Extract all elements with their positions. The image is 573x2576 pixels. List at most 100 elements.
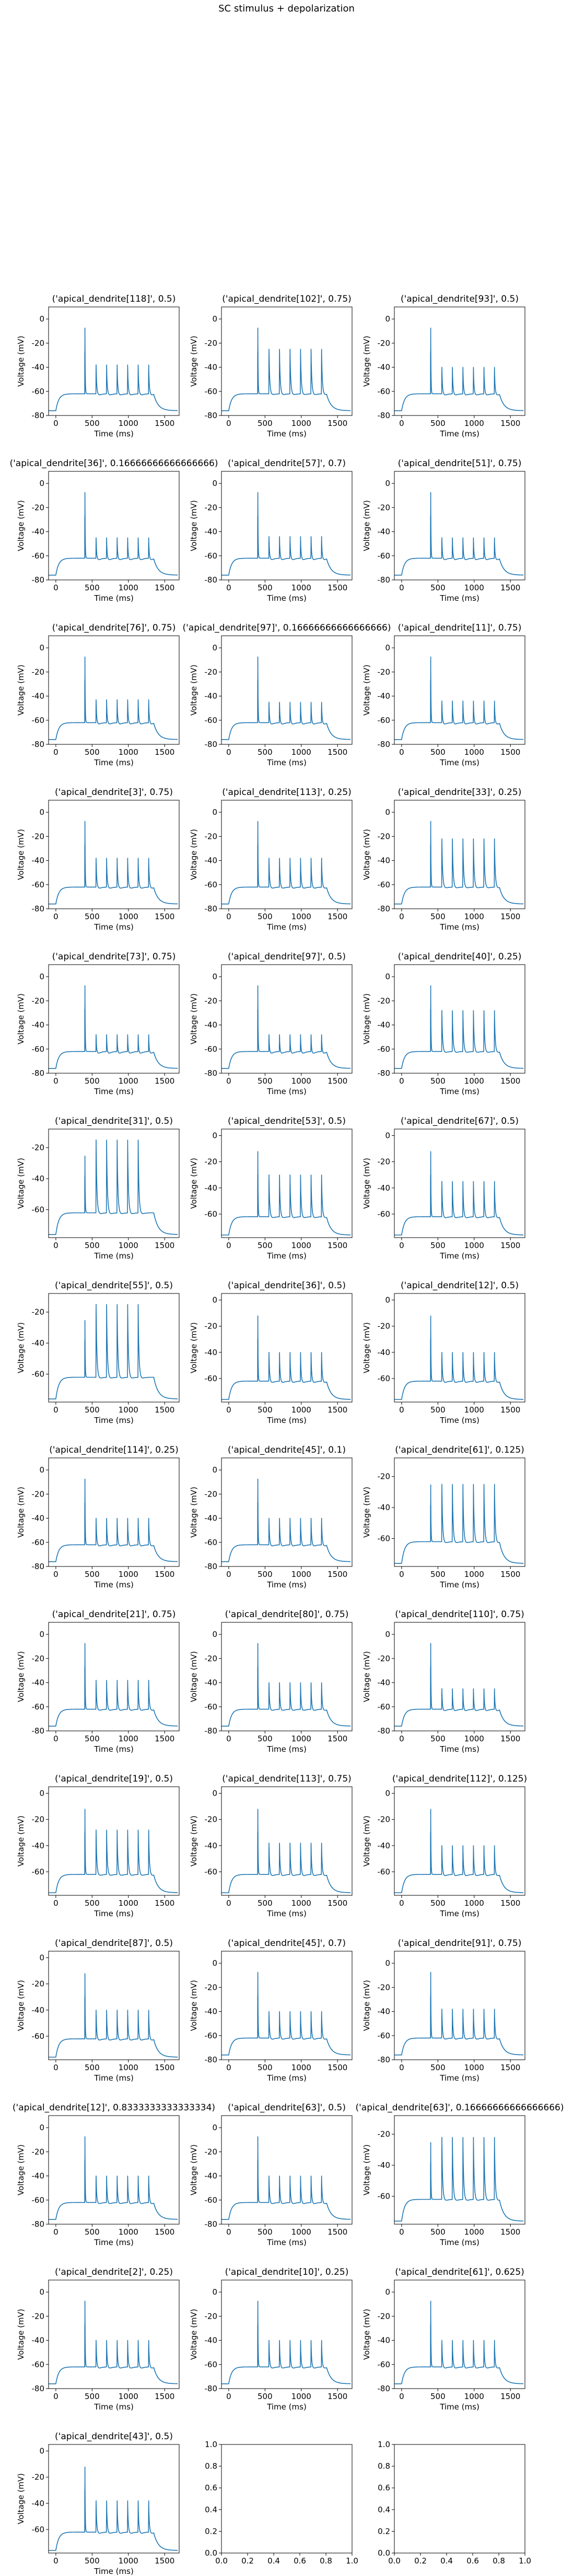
y-tick-label: -80 [378, 411, 391, 420]
axes-frame [48, 2280, 180, 2389]
y-tick-label: 0 [39, 314, 44, 324]
axes-frame [394, 800, 525, 909]
subplot-title: ('apical_dendrite[110]', 0.75) [395, 1609, 524, 1620]
y-tick-label: -20 [378, 1472, 391, 1481]
voltage-trace [48, 1973, 178, 2058]
x-tick-label: 500 [85, 2392, 100, 2401]
y-tick-label: -80 [205, 2384, 218, 2393]
x-tick-label: 500 [430, 583, 446, 592]
x-tick-label: 1000 [119, 912, 138, 921]
x-tick-label: 500 [430, 1898, 446, 1908]
x-tick-label: 0 [226, 419, 231, 428]
y-tick-label: -40 [205, 1678, 218, 1688]
y-tick-label: -80 [378, 740, 391, 749]
y-tick-label: 0 [385, 1296, 390, 1305]
axes-frame [48, 471, 180, 580]
x-tick-label: 500 [85, 419, 100, 428]
y-tick-label: -40 [32, 363, 45, 372]
y-tick-label: -40 [205, 363, 218, 372]
x-axis-label: Time (ms) [439, 1744, 480, 1754]
subplot-35: 0 500 1000 1500 0 -20 -40 -60 -80 Time (ms) Voltag… [189, 2103, 353, 2247]
axes-frame [221, 800, 353, 909]
x-tick-label: 500 [430, 1076, 446, 1086]
axes-frame [48, 1457, 180, 1567]
subplot-34: 0 500 1000 1500 0 -20 -40 -60 -80 Time (ms) Voltag… [13, 2103, 215, 2247]
x-tick-label: 1000 [291, 1570, 311, 1579]
x-tick-label: 1000 [464, 1570, 484, 1579]
figure-suptitle: SC stimulus + depolarization [218, 3, 355, 14]
y-tick-label: -40 [32, 856, 45, 865]
x-tick-label: 1500 [500, 419, 520, 428]
x-tick-label: 1000 [464, 1076, 484, 1086]
x-tick-label: 500 [430, 2392, 446, 2401]
y-tick-label: -80 [205, 575, 218, 585]
y-axis-label: Voltage (mV) [16, 993, 26, 1044]
subplot-2: 0 500 1000 1500 0 -20 -40 -60 -80 Time (ms) Voltag… [189, 294, 353, 438]
y-tick-label: -20 [205, 338, 218, 348]
x-tick-label: 1500 [155, 1405, 174, 1415]
x-tick-label: 1500 [155, 2392, 174, 2401]
subplot-27: 0 500 1000 1500 0 -20 -40 -60 -80 Time (ms) Voltag… [362, 1609, 525, 1754]
y-tick-label: -40 [378, 2160, 391, 2170]
y-tick-label: -20 [378, 1322, 391, 1331]
x-tick-label: 500 [85, 1570, 100, 1579]
y-tick-label: -80 [32, 740, 45, 749]
y-tick-label: -60 [205, 1209, 218, 1219]
y-tick-label: 0 [39, 2287, 44, 2297]
y-tick-label: 0.8 [205, 2462, 217, 2471]
x-tick-label: 0 [53, 1734, 59, 1743]
y-tick-label: -80 [32, 1726, 45, 1736]
y-tick-label: -60 [378, 387, 391, 396]
subplot-title: ('apical_dendrite[93]', 0.5) [401, 294, 519, 304]
y-tick-label: -80 [32, 575, 45, 585]
subplot-title: ('apical_dendrite[36]', 0.5) [228, 1280, 346, 1291]
x-tick-label: 1500 [500, 1734, 520, 1743]
x-tick-label: 500 [430, 2063, 446, 2072]
subplot-title: ('apical_dendrite[97]', 0.5) [228, 952, 346, 962]
subplot-40: 0 500 1000 1500 0 -20 -40 -60 Time (ms) Voltage (… [16, 2431, 180, 2576]
x-tick-label: 0 [399, 2063, 404, 2072]
voltage-trace [221, 1643, 351, 1727]
subplot-title: ('apical_dendrite[51]', 0.75) [398, 458, 522, 469]
y-tick-label: 0 [39, 808, 44, 817]
y-tick-label: -60 [205, 1044, 218, 1054]
axes-frame [394, 964, 525, 1074]
voltage-trace [221, 327, 351, 411]
x-tick-label: 1500 [155, 2556, 174, 2566]
y-axis-label: Voltage (mV) [189, 829, 198, 880]
voltage-trace [394, 327, 524, 411]
x-tick-label: 500 [258, 912, 273, 921]
x-tick-label: 1500 [328, 2392, 347, 2401]
x-tick-label: 0 [399, 912, 404, 921]
x-tick-label: 1000 [291, 747, 311, 757]
x-tick-label: 0 [53, 419, 59, 428]
x-tick-label: 1500 [500, 2392, 520, 2401]
subplot-title: ('apical_dendrite[61]', 0.625) [395, 2267, 524, 2277]
y-tick-label: -40 [32, 1678, 45, 1688]
x-tick-label: 1500 [328, 2227, 347, 2237]
y-tick-label: -20 [378, 338, 391, 348]
x-tick-label: 0 [53, 1076, 59, 1086]
x-tick-label: 0 [53, 1405, 59, 1415]
x-tick-label: 1500 [500, 1405, 520, 1415]
subplot-17: 0 500 1000 1500 0 -20 -40 -60 Time (ms) Voltage (… [189, 1116, 353, 1261]
y-axis-label: Voltage (mV) [16, 1815, 26, 1867]
subplot-13: 0 500 1000 1500 0 -20 -40 -60 -80 Time (ms) Voltag… [16, 952, 180, 1096]
subplot-37: 0 500 1000 1500 0 -20 -40 -60 -80 Time (ms) Voltag… [16, 2267, 180, 2412]
x-tick-label: 500 [258, 2227, 273, 2237]
y-tick-label: -40 [378, 1841, 391, 1850]
x-tick-label: 500 [258, 1734, 273, 1743]
y-tick-label: -40 [378, 1183, 391, 1193]
subplot-title: ('apical_dendrite[112]', 0.125) [392, 1774, 527, 1784]
axes-frame [394, 471, 525, 580]
y-tick-label: -80 [205, 1726, 218, 1736]
y-tick-label: -60 [205, 716, 218, 725]
x-tick-label: 0 [53, 583, 59, 592]
voltage-trace [394, 2136, 524, 2222]
y-axis-label: Voltage (mV) [16, 2309, 26, 2360]
y-tick-label: -20 [32, 667, 45, 676]
x-tick-label: 500 [258, 1570, 273, 1579]
axes-frame [48, 800, 180, 909]
y-tick-label: -60 [378, 716, 391, 725]
y-tick-label: -60 [205, 1867, 218, 1877]
